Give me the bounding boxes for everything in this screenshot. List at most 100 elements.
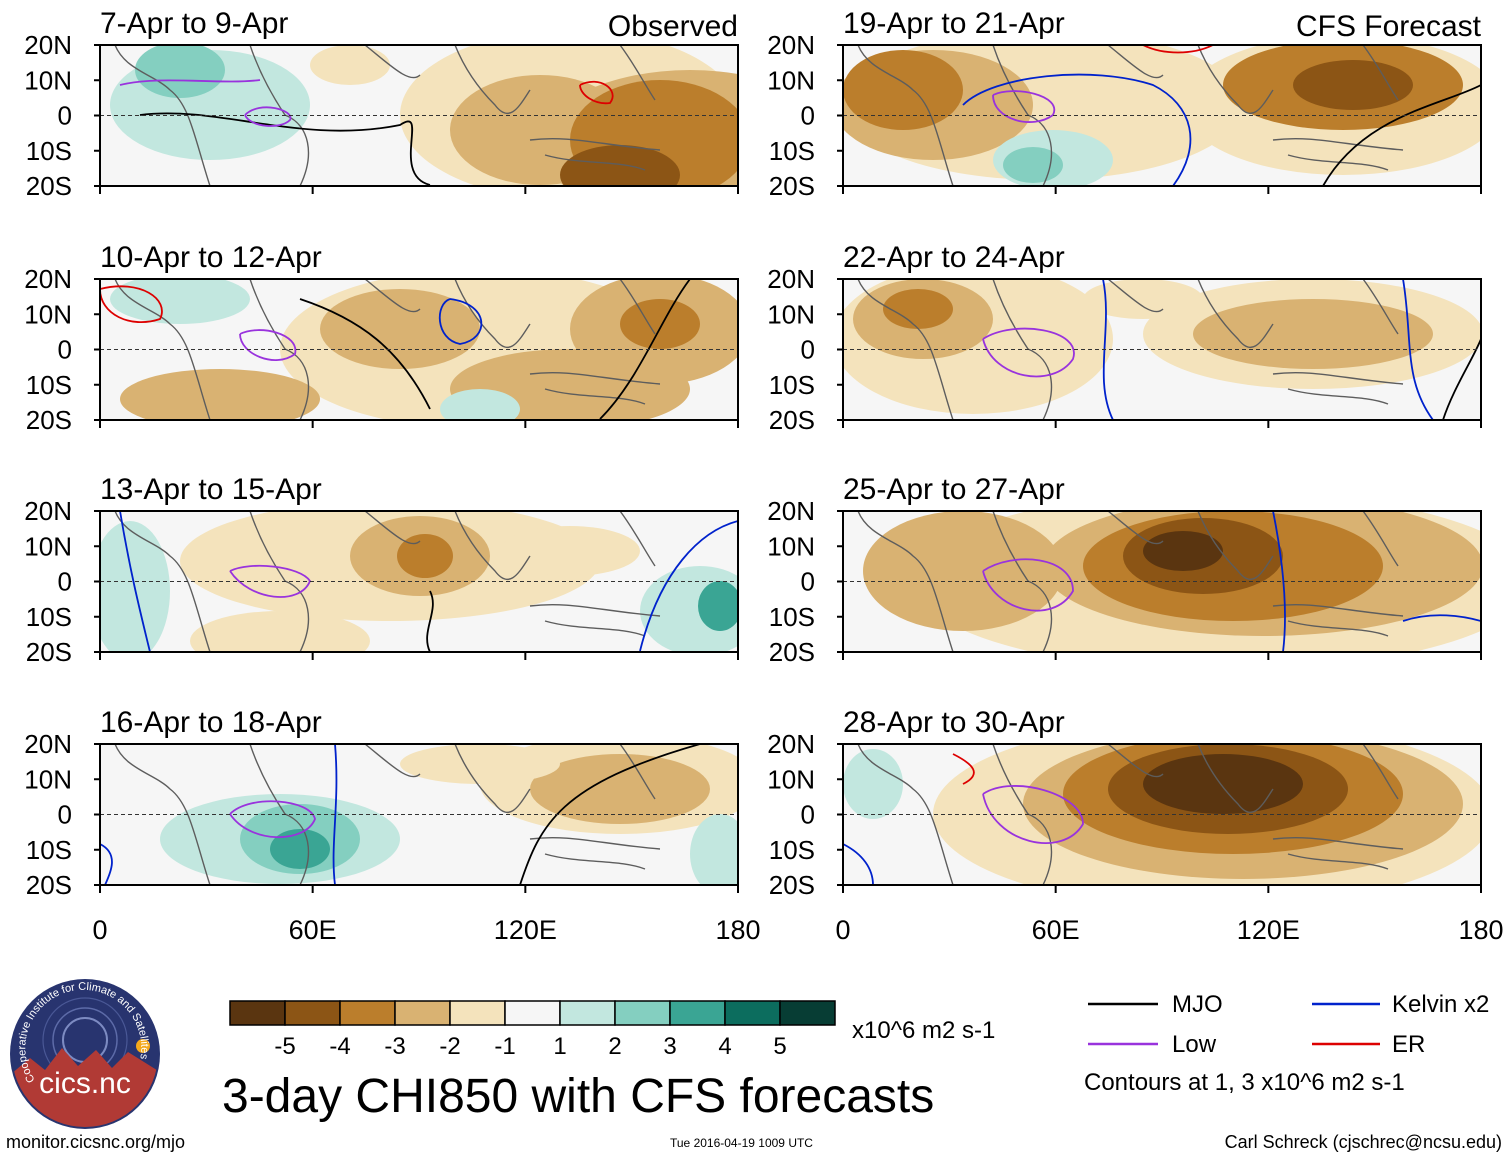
coastline	[1272, 836, 1404, 850]
lat-label: 20N	[767, 729, 815, 759]
coastline	[1362, 511, 1399, 567]
coastline	[114, 511, 211, 652]
coastline	[454, 744, 531, 814]
coastline	[529, 836, 661, 850]
colorbar-swatch	[669, 1000, 726, 1026]
map-panel-forecast-4: 20N 10N 0 10S 20S 28-Apr to 30-Apr	[767, 706, 1482, 900]
logo-sun	[136, 1039, 150, 1053]
lat-label: 10S	[769, 835, 815, 865]
coastline	[1197, 744, 1274, 814]
contour-line	[639, 520, 738, 652]
panel-title: 10-Apr to 12-Apr	[100, 241, 322, 274]
colorbar-tick-label: 3	[663, 1033, 676, 1060]
lon-label: 0	[92, 915, 107, 945]
colorbar: -5 -4 -3 -2 -1 1 2 3 4 5	[229, 1000, 836, 1060]
shading-region	[1083, 279, 1203, 319]
shading-region	[1003, 147, 1063, 183]
contour-line	[982, 327, 1075, 378]
lat-label: 10S	[26, 370, 72, 400]
lat-label: 10S	[769, 370, 815, 400]
colorbar-swatch	[339, 1000, 396, 1026]
contour-line	[1402, 614, 1481, 622]
lat-label: 20N	[767, 30, 815, 60]
coastline	[544, 388, 646, 405]
colorbar-tick-label: -5	[274, 1033, 295, 1060]
lat-label: 20S	[26, 171, 72, 201]
coastline	[529, 137, 661, 151]
coastline	[544, 853, 646, 870]
contour-line	[244, 106, 292, 127]
coastline	[1272, 371, 1404, 385]
forecast-label: CFS Forecast	[1296, 10, 1482, 43]
colorbar-tick-label: 4	[718, 1033, 731, 1060]
coastline	[1107, 45, 1164, 79]
lat-label: 0	[58, 101, 72, 131]
contour-line	[952, 753, 975, 785]
colorbar-tick-label: 1	[553, 1033, 566, 1060]
contour-line	[229, 800, 316, 839]
legend-contours-note: Contours at 1, 3 x10^6 m2 s-1	[1084, 1069, 1405, 1096]
lat-label: 20S	[26, 637, 72, 667]
contour-line	[1402, 279, 1434, 420]
contour-line	[843, 843, 874, 885]
footer-credit: Carl Schreck (cjschrec@ncsu.edu)	[1225, 1132, 1502, 1152]
shading-region	[843, 50, 963, 130]
coastline	[454, 511, 531, 581]
coastline	[619, 744, 656, 800]
legend-kelvin-label: Kelvin x2	[1392, 991, 1489, 1018]
shading-region	[560, 145, 680, 186]
coastline	[529, 371, 661, 385]
coastline	[114, 279, 211, 420]
lat-label: 20S	[26, 405, 72, 435]
shading-region	[500, 526, 640, 576]
shading-region	[397, 534, 453, 578]
lat-label: 20N	[24, 729, 72, 759]
footer-url: monitor.cicsnc.org/mjo	[6, 1132, 185, 1152]
contour-legend: MJO Kelvin x2 Low ER Contours at 1, 3 x1…	[1084, 991, 1489, 1096]
shading-region	[400, 744, 560, 784]
lat-label: 10N	[24, 764, 72, 794]
coastline	[454, 45, 531, 115]
contour-line	[579, 80, 614, 105]
lat-label: 0	[58, 800, 72, 830]
contour-line	[332, 744, 338, 885]
contour-line	[962, 73, 1192, 186]
colorbar-swatch	[724, 1000, 781, 1026]
coastline	[364, 744, 421, 778]
coastline	[619, 279, 656, 335]
lat-label: 10N	[24, 531, 72, 561]
lon-label: 0	[835, 915, 850, 945]
lat-label: 0	[801, 335, 815, 365]
contour-line	[1102, 279, 1114, 420]
shading-region	[690, 814, 738, 885]
shading-region	[120, 369, 320, 420]
lat-label: 0	[58, 335, 72, 365]
coastline	[544, 154, 646, 171]
coastline	[1197, 511, 1274, 581]
map-panel-observed-1: 20N 10N 0 10S 20S 7-Apr to 9-Apr	[24, 7, 739, 201]
shading-region	[100, 521, 170, 652]
colorbar-units: x10^6 m2 s-1	[852, 1017, 995, 1044]
lat-label: 10N	[24, 65, 72, 95]
coastline	[1287, 620, 1389, 637]
observed-label: Observed	[608, 10, 738, 43]
panel-title: 19-Apr to 21-Apr	[843, 7, 1065, 40]
shading-region	[1293, 60, 1413, 110]
coastline	[1197, 45, 1274, 115]
colorbar-swatch	[504, 1000, 561, 1026]
shading-region	[270, 829, 330, 869]
coastline	[1107, 511, 1164, 545]
contour-line	[1142, 45, 1214, 54]
panel-title: 22-Apr to 24-Apr	[843, 241, 1065, 274]
coastline	[364, 511, 421, 545]
shading-region	[530, 754, 710, 824]
lat-label: 10S	[769, 602, 815, 632]
lat-label: 20N	[24, 496, 72, 526]
lat-label: 10N	[767, 531, 815, 561]
lat-label: 20S	[26, 870, 72, 900]
colorbar-swatch	[779, 1000, 836, 1026]
cics-logo: Cooperative Institute for Climate and Sa…	[10, 979, 160, 1129]
contour-line	[119, 79, 261, 86]
shading-region	[135, 45, 225, 98]
